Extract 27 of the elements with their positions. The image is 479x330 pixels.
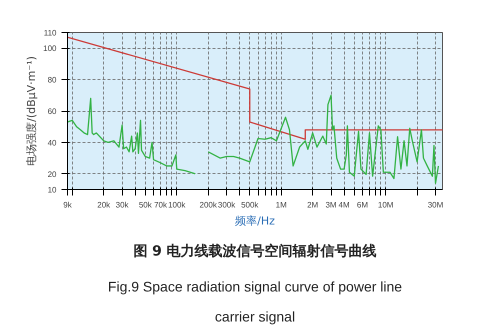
x-tick-label: 2M	[307, 200, 319, 210]
x-tick-label: 1M	[276, 200, 288, 210]
x-tick-label: 6M	[356, 200, 368, 210]
y-tick-label: 110	[44, 28, 58, 38]
x-tick-label: 50k	[138, 200, 153, 210]
x-tick-label: 30k	[116, 200, 130, 210]
x-tick-label: 200k	[200, 200, 218, 210]
x-tick-label: 300k	[218, 200, 236, 210]
y-tick-label: 60	[48, 107, 58, 116]
y-tick-label: 100	[43, 44, 58, 54]
y-axis-title: 电场强度/(dBμV·m⁻¹)	[25, 56, 38, 166]
y-tick-label: 10	[48, 186, 58, 194]
caption: 图 9 电力线载波信号空间辐射信号曲线	[133, 242, 377, 260]
y-tick-label: 20	[48, 170, 58, 179]
x-tick-label: 70k	[154, 200, 168, 210]
x-tick-label: 30M	[428, 200, 444, 210]
x-tick-label: 10M	[378, 200, 394, 210]
y-tick-label: 80	[48, 76, 58, 85]
caption: Fig.9 Space radiation signal curve of power line carrier signal	[108, 278, 402, 324]
x-tick-label: 4M	[338, 200, 350, 210]
x-axis-title: 频率/Hz	[235, 214, 276, 228]
x-tick-label: 20k	[97, 200, 112, 210]
x-tick-label: 9k	[63, 200, 73, 210]
x-tick-label: 3M	[325, 200, 337, 210]
y-tick-label: 40	[48, 138, 58, 148]
x-tick-label: 100k	[168, 200, 186, 210]
x-tick-label: 500k	[241, 200, 260, 210]
